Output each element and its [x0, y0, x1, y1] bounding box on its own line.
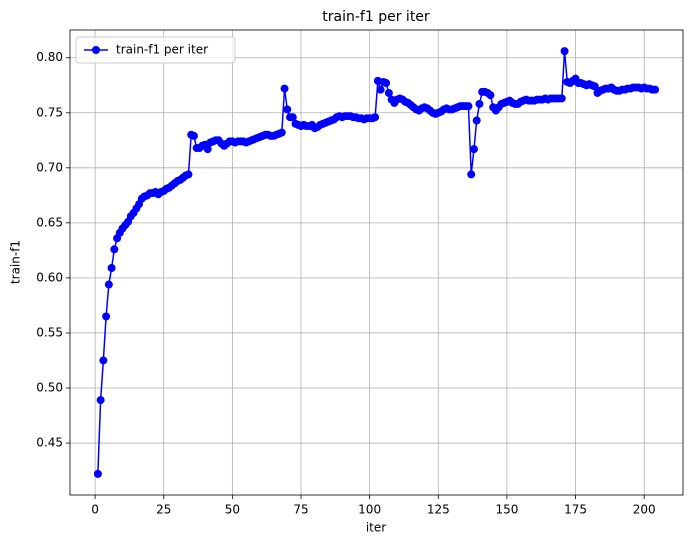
y-tick-label: 0.80 [36, 50, 63, 64]
data-point [102, 312, 111, 321]
data-point [486, 91, 495, 100]
data-point [590, 82, 599, 91]
y-tick-label: 0.75 [36, 105, 63, 119]
data-point [467, 170, 476, 179]
data-point [203, 145, 212, 154]
x-tick-label: 0 [91, 503, 99, 517]
data-point [93, 469, 102, 478]
y-tick-label: 0.55 [36, 325, 63, 339]
data-point [288, 113, 297, 122]
legend-marker [92, 46, 100, 54]
data-point [104, 280, 113, 289]
x-tick-label: 100 [358, 503, 381, 517]
data-point [280, 84, 289, 93]
data-line [97, 51, 656, 474]
data-point [651, 85, 660, 94]
x-tick-label: 150 [495, 503, 518, 517]
plot-frame [69, 29, 684, 496]
data-point [96, 396, 105, 405]
data-point [384, 88, 393, 97]
data-point [283, 105, 292, 114]
data-point [371, 113, 380, 122]
x-tick-label: 75 [293, 503, 308, 517]
x-tick-label: 25 [156, 503, 171, 517]
data-point [277, 128, 286, 137]
y-tick-label: 0.50 [36, 380, 63, 394]
x-tick-label: 125 [427, 503, 450, 517]
data-point [382, 79, 391, 88]
data-point [475, 99, 484, 108]
legend-box [75, 36, 236, 64]
data-point [107, 264, 116, 273]
data-point [189, 131, 198, 140]
data-point [184, 170, 193, 179]
chart-title: train-f1 per iter [322, 9, 430, 25]
data-point [472, 116, 481, 125]
y-tick-label: 0.45 [36, 436, 63, 450]
data-point [376, 85, 385, 94]
y-tick-label: 0.60 [36, 270, 63, 284]
x-tick-label: 200 [633, 503, 656, 517]
y-tick-label: 0.65 [36, 215, 63, 229]
x-axis-label: iter [366, 521, 386, 535]
x-tick-label: 175 [564, 503, 587, 517]
data-point [469, 145, 478, 154]
y-axis-label: train-f1 [9, 240, 23, 284]
data-point [464, 102, 473, 111]
data-point [110, 245, 119, 254]
data-point [557, 94, 566, 103]
legend-label: train-f1 per iter [116, 43, 208, 57]
data-point [560, 47, 569, 56]
data-point [99, 356, 108, 365]
y-tick-label: 0.70 [36, 160, 63, 174]
x-tick-label: 50 [225, 503, 240, 517]
